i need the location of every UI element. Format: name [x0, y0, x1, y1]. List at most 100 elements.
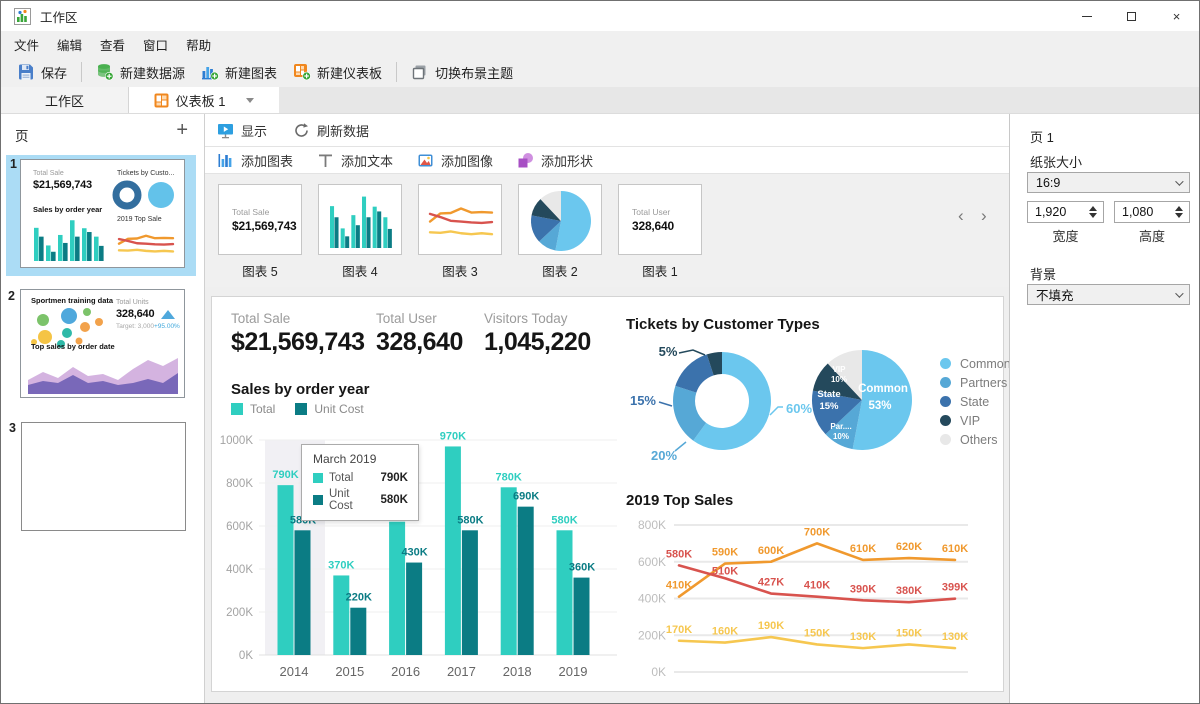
svg-text:580K: 580K	[457, 514, 483, 526]
svg-text:0K: 0K	[239, 650, 253, 662]
thumb1-kpi-label: Total Sale	[33, 170, 64, 177]
new-chart-icon	[201, 63, 219, 81]
switch-theme-button[interactable]: 切换布景主题	[403, 60, 521, 85]
svg-text:690K: 690K	[513, 491, 539, 503]
add-chart-icon	[217, 152, 234, 169]
add-page-button[interactable]: +	[176, 119, 188, 141]
svg-text:170K: 170K	[666, 624, 692, 636]
tab-workspace[interactable]: 工作区	[1, 87, 129, 113]
gallery-item-1[interactable]: Total User 328,640	[618, 184, 702, 255]
save-button[interactable]: 保存	[9, 60, 75, 85]
toolbar-separator	[81, 62, 83, 82]
refresh-data-button[interactable]: 刷新数据	[293, 121, 369, 140]
gallery-item-5[interactable]: Total Sale $21,569,743	[218, 184, 302, 255]
add-shape-button[interactable]: 添加形状	[517, 151, 593, 170]
new-datasource-button[interactable]: 新建数据源	[88, 60, 193, 85]
dashboard-tab-icon	[154, 93, 169, 108]
legend-dot	[940, 396, 951, 407]
legend-label: VIP	[960, 413, 981, 428]
legend-dot	[940, 415, 951, 426]
pages-panel-title: 页	[15, 129, 29, 144]
gallery-prev-button[interactable]: ‹	[958, 206, 964, 225]
kpi-total-sale[interactable]: Total Sale $21,569,743	[231, 311, 365, 357]
show-button[interactable]: 显示	[217, 121, 267, 140]
background-value: 不填充	[1036, 289, 1074, 303]
add-image-button[interactable]: 添加图像	[417, 151, 493, 170]
tooltip-row: Unit Cost 580K	[313, 488, 408, 512]
svg-text:400K: 400K	[638, 592, 666, 606]
legend-dot	[940, 377, 951, 388]
background-select[interactable]: 不填充	[1027, 284, 1190, 305]
tab-dashboard-1[interactable]: 仪表板 1	[129, 87, 279, 113]
add-text-button[interactable]: 添加文本	[317, 151, 393, 170]
menu-item-1[interactable]: 编辑	[57, 38, 83, 53]
svg-text:State: State	[817, 389, 840, 400]
svg-text:370K: 370K	[328, 559, 354, 571]
tickets-donut-chart[interactable]: 60% 20% 15% 5%	[618, 337, 818, 469]
dashboard-page[interactable]: Total Sale $21,569,743 Total User 328,64…	[211, 296, 1011, 692]
topsales-line-chart[interactable]: 0K 200K 400K 600K 800K 410K 590K 600K 700K 610K 62…	[618, 507, 1010, 689]
maximize-button[interactable]	[1109, 1, 1154, 31]
thumb2-area-chart	[28, 358, 178, 394]
svg-text:2015: 2015	[335, 664, 364, 679]
tooltip-swatch	[313, 495, 323, 505]
gallery-item-3[interactable]	[418, 184, 502, 255]
gallery-item-2[interactable]	[518, 184, 602, 255]
kpi-total-user[interactable]: Total User 328,640	[376, 311, 463, 357]
thumb1-mini-bar-chart	[34, 220, 104, 261]
minimize-button[interactable]	[1064, 1, 1109, 31]
document-tabs: 工作区 仪表板 1	[1, 87, 1199, 114]
gallery-kpi-value: $21,569,743	[232, 219, 297, 233]
svg-text:Par....: Par....	[830, 422, 851, 431]
page1-number: 1	[10, 157, 17, 171]
thumb1-kpi-value: $21,569,743	[33, 179, 92, 191]
height-stepper[interactable]: 1,080	[1114, 201, 1190, 223]
bar-chart-legend: Total Unit Cost	[231, 402, 364, 416]
new-datasource-icon	[96, 63, 114, 81]
svg-text:2018: 2018	[503, 664, 532, 679]
add-text-label: 添加文本	[341, 153, 394, 169]
svg-text:780K: 780K	[496, 471, 522, 483]
kpi-visitors-today[interactable]: Visitors Today 1,045,220	[484, 311, 591, 357]
width-label: 宽度	[1052, 229, 1079, 244]
gallery-item-4[interactable]	[318, 184, 402, 255]
menu-item-4[interactable]: 帮助	[186, 38, 212, 53]
new-chart-label: 新建图表	[225, 65, 278, 81]
menu-item-2[interactable]: 查看	[100, 38, 126, 53]
legend-item-total: Total	[231, 402, 275, 416]
spinner-icon[interactable]	[1175, 206, 1183, 218]
svg-text:160K: 160K	[712, 626, 738, 638]
spinner-icon[interactable]	[1089, 206, 1097, 218]
menu-item-3[interactable]: 窗口	[143, 38, 169, 53]
new-chart-button[interactable]: 新建图表	[193, 60, 285, 85]
title-bar: 工作区 ×	[1, 1, 1199, 31]
background-label: 背景	[1030, 267, 1057, 282]
svg-text:2014: 2014	[280, 664, 309, 679]
tab-dropdown-icon[interactable]	[246, 97, 255, 103]
new-dashboard-button[interactable]: 新建仪表板	[285, 60, 390, 85]
svg-text:360K: 360K	[569, 562, 595, 574]
bar-chart[interactable]: 0K 200K 400K 600K 800K 1000K 790K 580K 2014 370K 2…	[219, 431, 619, 685]
page-thumbnail-3[interactable]	[21, 422, 186, 531]
svg-text:410K: 410K	[804, 580, 830, 592]
svg-text:580K: 580K	[551, 514, 577, 526]
legend-item-unit-cost: Unit Cost	[295, 402, 364, 416]
app-icon	[14, 7, 31, 25]
svg-text:800K: 800K	[226, 478, 253, 490]
svg-text:190K: 190K	[758, 620, 784, 632]
gallery-next-button[interactable]: ›	[981, 206, 987, 225]
page-thumbnail-2[interactable]: Sportmen training data Total Units 328,6…	[20, 289, 185, 398]
page-thumbnail-1[interactable]: Total Sale $21,569,743 Tickets by Custo.…	[20, 159, 185, 268]
paper-size-select[interactable]: 16:9	[1027, 172, 1190, 193]
gallery-kpi-value: 328,640	[632, 219, 674, 233]
gallery-kpi-label: Total Sale	[232, 207, 270, 217]
menu-item-0[interactable]: 文件	[14, 38, 40, 53]
tab-dashboard-label: 仪表板 1	[175, 93, 226, 109]
width-stepper[interactable]: 1,920	[1027, 201, 1104, 223]
chevron-down-icon	[1175, 289, 1184, 298]
svg-text:Common: Common	[858, 383, 908, 395]
close-button[interactable]: ×	[1154, 1, 1199, 31]
add-chart-button[interactable]: 添加图表	[217, 151, 293, 170]
